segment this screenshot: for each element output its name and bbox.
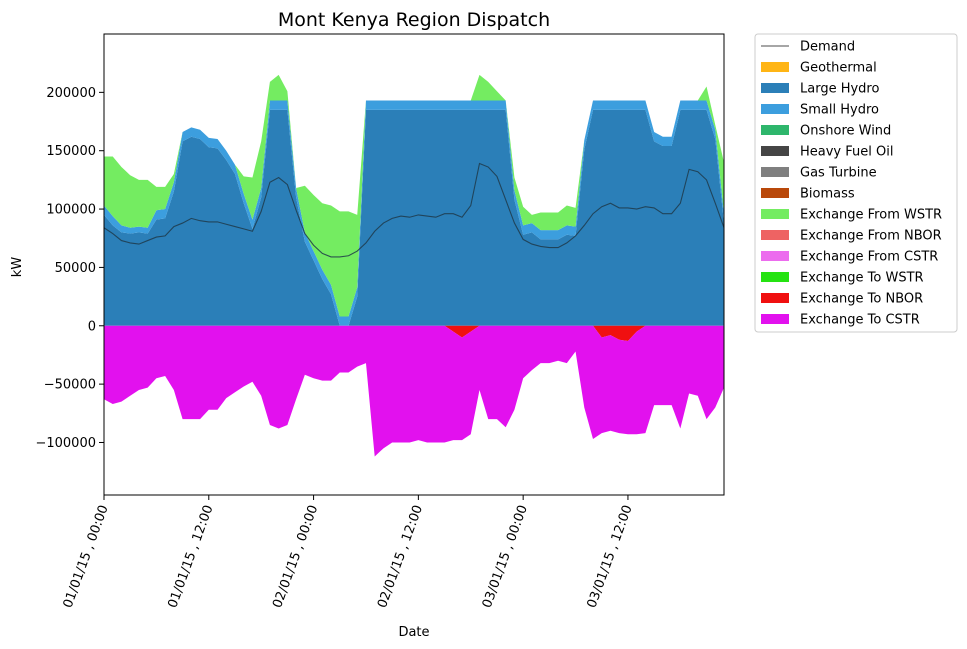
y-tick-label: 50000 xyxy=(55,261,96,276)
legend-swatch-gas-turbine xyxy=(761,167,789,177)
legend-label-exchange-from-cstr: Exchange From CSTR xyxy=(800,250,938,265)
legend-swatch-large-hydro xyxy=(761,83,789,93)
legend-swatch-small-hydro xyxy=(761,104,789,114)
legend-label-exchange-to-wstr: Exchange To WSTR xyxy=(800,271,924,286)
legend-label-exchange-to-cstr: Exchange To CSTR xyxy=(800,313,920,328)
legend-swatch-exchange-to-cstr xyxy=(761,314,789,324)
legend-swatch-geothermal xyxy=(761,62,789,72)
legend: Demand Geothermal Large Hydro Small Hydro On… xyxy=(754,33,958,333)
legend-swatch-heavy-fuel-oil xyxy=(761,146,789,156)
y-tick-label: −50000 xyxy=(44,378,96,393)
y-axis: −100000 −50000 0 50000 100000 150000 200000 xyxy=(35,86,104,451)
legend-label-small-hydro: Small Hydro xyxy=(800,103,879,118)
legend-label-gas-turbine: Gas Turbine xyxy=(800,166,877,181)
legend-label-exchange-to-nbor: Exchange To NBOR xyxy=(800,292,923,307)
y-tick-label: 200000 xyxy=(46,86,96,101)
y-tick-label: −100000 xyxy=(35,436,96,451)
y-tick-label: 150000 xyxy=(46,144,96,159)
plot-area xyxy=(103,33,725,496)
legend-label-large-hydro: Large Hydro xyxy=(800,82,879,97)
plot-frame xyxy=(103,33,725,496)
y-tick-label: 100000 xyxy=(46,203,96,218)
legend-label-geothermal: Geothermal xyxy=(800,61,877,76)
legend-label-demand: Demand xyxy=(800,40,855,55)
legend-swatch-exchange-from-wstr xyxy=(761,209,789,219)
legend-swatch-exchange-from-nbor xyxy=(761,230,789,240)
legend-swatch-exchange-to-nbor xyxy=(761,293,789,303)
area-large-hydro xyxy=(104,109,724,326)
legend-frame xyxy=(754,33,958,333)
legend-swatch-exchange-from-cstr xyxy=(761,251,789,261)
area-exchange-to-cstr xyxy=(104,325,724,457)
y-tick-label: 0 xyxy=(88,319,96,334)
legend-label-heavy-fuel-oil: Heavy Fuel Oil xyxy=(800,145,893,160)
line-demand xyxy=(103,162,725,258)
area-layers xyxy=(104,74,724,457)
legend-swatch-exchange-to-wstr xyxy=(761,272,789,282)
legend-label-biomass: Biomass xyxy=(800,187,855,202)
legend-swatch-onshore-wind xyxy=(761,125,789,135)
chart-title: Mont Kenya Region Dispatch xyxy=(278,9,550,31)
line-layers xyxy=(103,162,725,258)
x-axis-title: Date xyxy=(398,625,429,640)
legend-label-onshore-wind: Onshore Wind xyxy=(800,124,891,139)
legend-label-exchange-from-nbor: Exchange From NBOR xyxy=(800,229,942,244)
y-axis-title: kW xyxy=(10,257,25,278)
legend-swatch-biomass xyxy=(761,188,789,198)
legend-label-exchange-from-wstr: Exchange From WSTR xyxy=(800,208,942,223)
area-exchange-to-nbor xyxy=(104,325,724,341)
